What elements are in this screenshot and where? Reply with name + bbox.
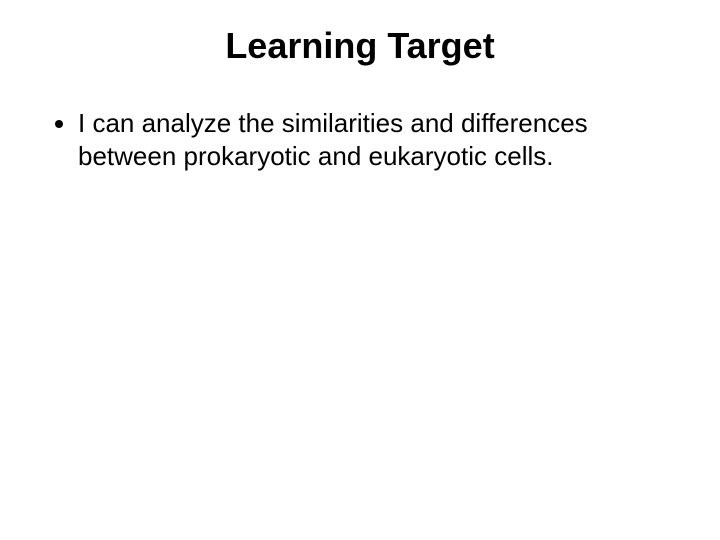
slide-title: Learning Target — [50, 25, 670, 67]
bullet-item: I can analyze the similarities and diffe… — [78, 107, 670, 172]
bullet-list: I can analyze the similarities and diffe… — [50, 107, 670, 172]
slide: Learning Target I can analyze the simila… — [0, 0, 720, 540]
